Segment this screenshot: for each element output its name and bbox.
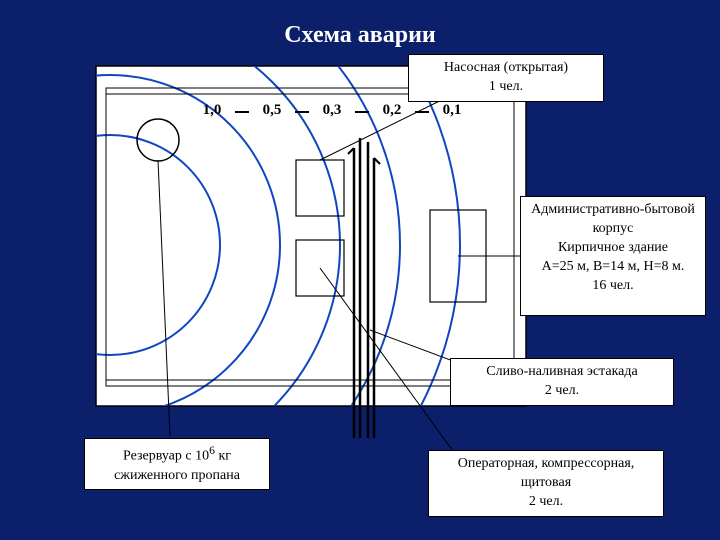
ring-label: 0,5	[258, 102, 286, 119]
ring-label: 0,3	[318, 102, 346, 119]
ring-label: 0,2	[378, 102, 406, 119]
ring-label: 1,0	[198, 102, 226, 119]
callout-pump: Насосная (открытая)1 чел.	[408, 54, 604, 102]
callout-operator: Операторная, компрессорная, щитовая2 чел…	[428, 450, 664, 517]
callout-trestle: Сливо-наливная эстакада2 чел.	[450, 358, 674, 406]
callout-tank: Резервуар с 106 кгсжиженного пропана	[84, 438, 270, 490]
ring-label: 0,1	[438, 102, 466, 119]
callout-admin: Административно-бытовой корпусКирпичное …	[520, 196, 706, 316]
